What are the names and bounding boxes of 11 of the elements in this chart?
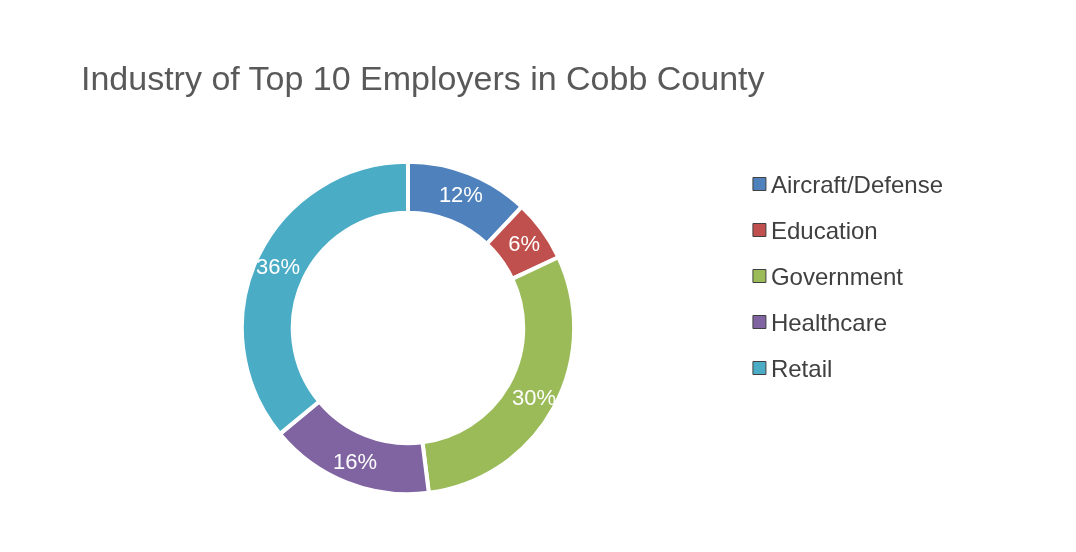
data-label: 36% — [255, 254, 300, 280]
data-label: 12% — [438, 181, 483, 207]
legend-label: Government — [770, 262, 904, 290]
legend-label: Education — [770, 216, 878, 244]
legend-label: Aircraft/Defense — [770, 170, 944, 198]
legend-label: Healthcare — [770, 308, 887, 336]
data-label: 30% — [511, 384, 556, 410]
legend-label: Retail — [770, 354, 833, 382]
data-label: 16% — [333, 449, 378, 475]
data-label: 6% — [508, 231, 541, 257]
chart-title: Industry of Top 10 Employers in Cobb County — [81, 59, 765, 97]
